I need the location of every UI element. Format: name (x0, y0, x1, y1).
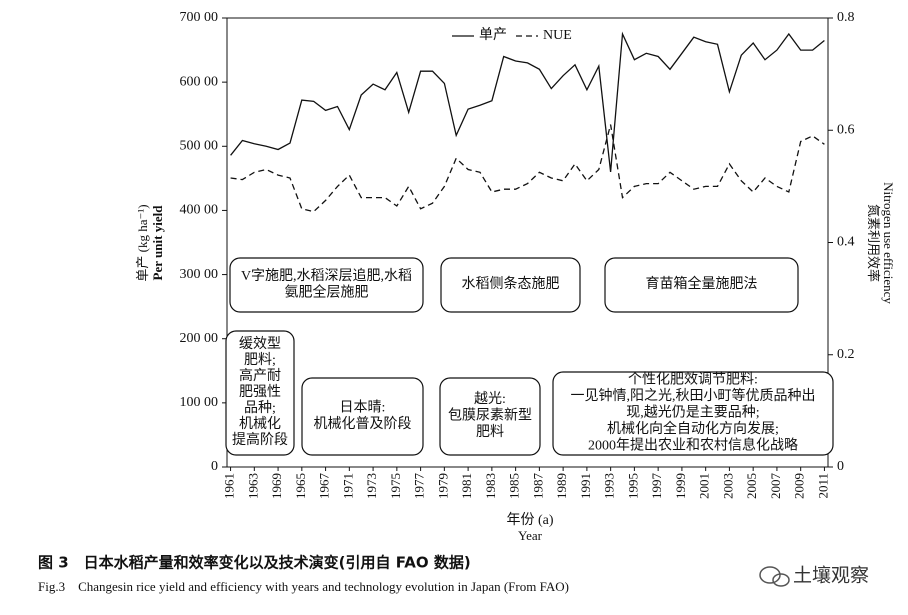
annotation-text: 越光: (474, 391, 506, 407)
x-tick-label: 2003 (720, 473, 735, 499)
x-tick-label: 1999 (673, 473, 688, 499)
series-line (230, 124, 825, 213)
annotation-box (439, 377, 541, 456)
legend-label: NUE (543, 28, 572, 43)
annotation-text: 氨肥全层施肥 (285, 283, 369, 300)
annotation-text: 肥料; (244, 352, 276, 368)
x-tick-label: 1961 (222, 473, 237, 499)
y-tick-label: 700 00 (180, 10, 219, 25)
x-tick-label: 1993 (602, 473, 617, 499)
annotation-text: 2000年提出农业和农村信息化战略 (588, 437, 798, 454)
x-tick-label: 1995 (625, 473, 640, 499)
annotation-text: 品种; (244, 400, 276, 416)
annotation-box (301, 377, 424, 456)
x-tick-label: 2001 (697, 473, 712, 499)
x-tick-label: 2005 (744, 473, 759, 499)
annotation-box (552, 371, 834, 456)
x-tick-label: 1981 (459, 473, 474, 499)
annotation-text: 肥强性 (239, 384, 281, 400)
y2-tick-label: 0.6 (837, 122, 855, 137)
legend-label: 单产 (479, 27, 507, 43)
annotation-text: 日本晴: (340, 399, 386, 415)
y-tick-label: 200 00 (180, 331, 219, 346)
annotation-text: 水稻侧条态施肥 (462, 275, 560, 292)
annotation-text: V字施肥,水稻深层追肥,水稻 (241, 268, 412, 284)
x-tick-label: 1967 (317, 473, 332, 500)
x-tick-label: 1963 (245, 473, 260, 499)
x-tick-label: 1991 (578, 473, 593, 499)
annotation-text: 现,越光仍是主要品种; (626, 405, 759, 421)
annotation-text: 高产耐 (239, 367, 281, 384)
annotation-text: 肥料 (476, 424, 504, 440)
y2-tick-label: 0 (837, 459, 844, 474)
annotation-text: 一见钟情,阳之光,秋田小町等优质品种出 (571, 387, 816, 404)
x-tick-label: 1971 (340, 473, 355, 499)
annotation-box (229, 257, 424, 313)
x-tick-label: 1997 (649, 473, 664, 500)
caption-en: Fig.3 Changesin rice yield and efficienc… (38, 579, 569, 594)
annotation-text: 育苗箱全量施肥法 (646, 275, 758, 292)
x-tick-label: 1969 (269, 473, 284, 499)
annotation-box (440, 257, 581, 313)
annotation-text: 机械化 (239, 416, 281, 432)
x-tick-label: 1965 (293, 473, 308, 499)
x-tick-label: 1989 (554, 473, 569, 499)
x-tick-label: 1975 (388, 473, 403, 499)
x-tick-label: 1977 (412, 473, 427, 500)
x-tick-label: 2007 (768, 473, 783, 500)
annotation-box (604, 257, 799, 313)
y2-tick-label: 0.2 (837, 347, 855, 362)
caption-cn: 图 3 日本水稻产量和效率变化以及技术演变(引用自 FAO 数据) (38, 554, 471, 572)
x-tick-label: 1983 (483, 473, 498, 499)
watermark: 土壤观察 (793, 565, 869, 587)
series-line (230, 31, 825, 172)
y-tick-label: 400 00 (180, 203, 219, 218)
annotation-text: 机械化向全自动化方向发展; (607, 420, 779, 437)
y-tick-label: 100 00 (180, 395, 219, 410)
y-axis-title: 单产 (kg ha⁻¹) (135, 204, 150, 281)
watermark-icon (759, 566, 790, 587)
annotation-text: 缓效型 (239, 336, 281, 352)
y-tick-label: 600 00 (180, 74, 219, 89)
y-axis-title-en: Per unit yield (150, 205, 165, 281)
annotation-text: 提高阶段 (232, 431, 288, 448)
x-tick-label: 1973 (364, 473, 379, 499)
x-tick-label: 1987 (530, 473, 545, 500)
x-axis-title-en: Year (518, 528, 543, 543)
x-tick-label: 1979 (435, 473, 450, 499)
annotation-text: 个性化肥效调节肥料: (628, 372, 758, 388)
y2-axis-title: 氮素利用效率 (866, 204, 881, 282)
x-axis-title: 年份 (a) (506, 512, 553, 528)
y-tick-label: 0 (211, 459, 218, 474)
y2-axis-title-en: Nitrogen use efficiency (881, 182, 896, 304)
y-tick-label: 300 00 (180, 267, 219, 282)
annotation-box (225, 330, 295, 456)
y2-tick-label: 0.4 (837, 235, 855, 250)
x-tick-label: 2009 (792, 473, 807, 499)
annotation-text: 机械化普及阶段 (314, 416, 412, 432)
annotation-text: 包膜尿素新型 (448, 408, 532, 424)
y2-tick-label: 0.8 (837, 10, 855, 25)
y-tick-label: 500 00 (180, 139, 219, 154)
x-tick-label: 1985 (507, 473, 522, 499)
x-tick-label: 2011 (815, 473, 830, 499)
